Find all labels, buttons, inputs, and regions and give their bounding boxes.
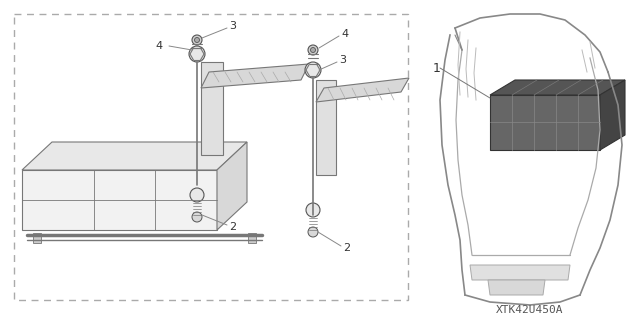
Text: XTK42U450A: XTK42U450A (496, 305, 564, 315)
Bar (14, 14, 408, 300)
Polygon shape (22, 170, 217, 230)
Polygon shape (201, 62, 223, 155)
Text: 3: 3 (339, 55, 346, 65)
Circle shape (308, 227, 318, 237)
Polygon shape (316, 80, 336, 175)
Polygon shape (470, 265, 570, 280)
Text: 2: 2 (229, 222, 236, 232)
Polygon shape (490, 95, 600, 150)
Polygon shape (217, 142, 247, 230)
Circle shape (308, 45, 318, 55)
Circle shape (192, 35, 202, 45)
Polygon shape (488, 280, 545, 295)
Circle shape (195, 38, 200, 42)
Circle shape (192, 212, 202, 222)
Polygon shape (600, 80, 625, 150)
Polygon shape (33, 233, 41, 243)
Circle shape (305, 62, 321, 78)
Text: 1: 1 (433, 62, 441, 75)
Polygon shape (201, 64, 309, 88)
Circle shape (306, 203, 320, 217)
Polygon shape (316, 78, 409, 102)
Circle shape (190, 188, 204, 202)
Polygon shape (248, 233, 256, 243)
Circle shape (310, 48, 316, 53)
Circle shape (189, 46, 205, 62)
Polygon shape (490, 80, 625, 95)
Text: 4: 4 (341, 29, 348, 39)
Polygon shape (22, 142, 247, 170)
Text: 4: 4 (155, 41, 162, 51)
Text: 3: 3 (229, 21, 236, 31)
Text: 2: 2 (343, 243, 350, 253)
